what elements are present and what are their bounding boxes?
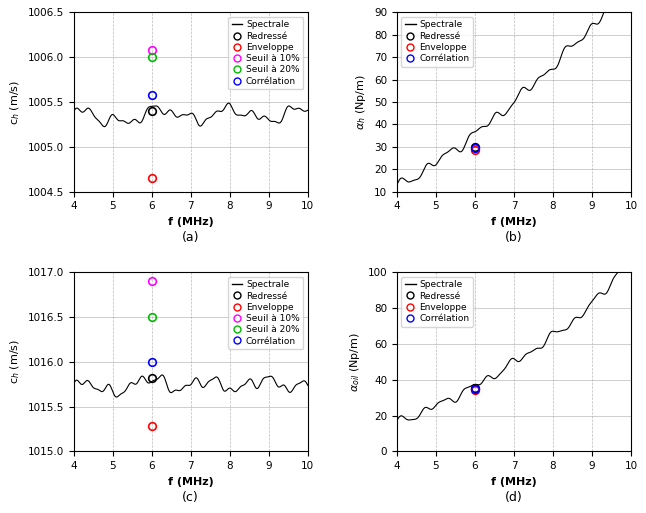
Y-axis label: $\alpha_h$ (Np/m): $\alpha_h$ (Np/m) [355,74,368,130]
X-axis label: f (MHz): f (MHz) [168,477,214,487]
Legend: Spectrale, Redressé, Enveloppe, Seuil à 10%, Seuil à 20%, Corrélation: Spectrale, Redressé, Enveloppe, Seuil à … [228,17,304,89]
Legend: Spectrale, Redressé, Enveloppe, Corrélation: Spectrale, Redressé, Enveloppe, Corrélat… [401,277,473,327]
Text: (c): (c) [182,491,199,504]
Legend: Spectrale, Redressé, Enveloppe, Seuil à 10%, Seuil à 20%, Corrélation: Spectrale, Redressé, Enveloppe, Seuil à … [228,277,304,349]
Y-axis label: c$_h$ (m/s): c$_h$ (m/s) [8,339,22,384]
X-axis label: f (MHz): f (MHz) [491,217,537,227]
Text: (a): (a) [182,231,200,244]
Y-axis label: c$_h$ (m/s): c$_h$ (m/s) [8,80,22,125]
Text: (d): (d) [505,491,523,504]
X-axis label: f (MHz): f (MHz) [491,477,537,487]
Legend: Spectrale, Redressé, Enveloppe, Corrélation: Spectrale, Redressé, Enveloppe, Corrélat… [401,17,473,67]
X-axis label: f (MHz): f (MHz) [168,217,214,227]
Text: (b): (b) [505,231,523,244]
Y-axis label: $\alpha_{oil}$ (Np/m): $\alpha_{oil}$ (Np/m) [348,332,362,392]
